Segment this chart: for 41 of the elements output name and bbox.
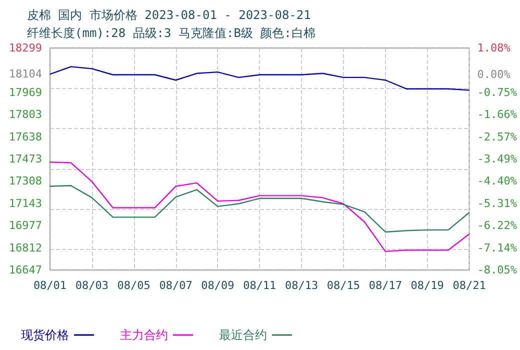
y-tick-label: 17143 bbox=[8, 196, 42, 210]
x-tick-label: 08/21 bbox=[452, 279, 486, 292]
y2-tick-label: -5.31% bbox=[477, 196, 518, 210]
y2-tick-label: -8.05% bbox=[477, 264, 518, 276]
legend-label: 主力合约 bbox=[120, 328, 168, 342]
y-tick-label: 18104 bbox=[8, 68, 42, 81]
y-tick-label: 17638 bbox=[8, 130, 42, 144]
x-tick-label: 08/07 bbox=[159, 279, 192, 292]
x-tick-label: 08/15 bbox=[326, 279, 360, 292]
y-tick-label: 16812 bbox=[8, 241, 42, 254]
x-tick-label: 08/09 bbox=[201, 279, 234, 292]
line-series bbox=[49, 66, 470, 91]
y2-tick-label: 0.00% bbox=[477, 68, 511, 81]
x-tick-label: 08/17 bbox=[368, 279, 402, 292]
x-tick-label: 08/05 bbox=[117, 279, 150, 292]
x-tick-label: 08/03 bbox=[75, 279, 108, 292]
y-tick-label: 17969 bbox=[8, 86, 42, 99]
x-tick-label: 08/19 bbox=[410, 279, 444, 292]
y2-tick-label: -3.49% bbox=[477, 152, 518, 166]
y2-tick-label: -2.57% bbox=[477, 130, 518, 144]
x-tick-label: 08/11 bbox=[243, 279, 276, 292]
chart-title: 皮棉 国内 市场价格 2023-08-01 - 2023-08-21 bbox=[27, 8, 311, 22]
y-tick-label: 17473 bbox=[8, 152, 42, 166]
y-tick-label: 17308 bbox=[8, 174, 42, 188]
line-series bbox=[49, 161, 470, 252]
line-series bbox=[49, 185, 470, 233]
y2-tick-label: -4.40% bbox=[477, 174, 518, 188]
y-tick-label: 18299 bbox=[8, 42, 42, 54]
legend-label: 最近合约 bbox=[219, 328, 267, 342]
y-tick-label: 16977 bbox=[8, 219, 42, 232]
y2-tick-label: -6.22% bbox=[477, 219, 518, 232]
y-tick-label: 17803 bbox=[8, 108, 42, 122]
y2-tick-label: -7.14% bbox=[477, 241, 518, 254]
x-tick-label: 08/01 bbox=[33, 279, 67, 292]
x-tick-label: 08/13 bbox=[284, 279, 318, 292]
chart-subtitle: 纤维长度(mm):28 品级:3 马克隆值:B级 颜色:白棉 bbox=[27, 26, 316, 40]
y2-tick-label: -0.75% bbox=[477, 86, 518, 99]
y2-tick-label: -1.66% bbox=[477, 108, 518, 122]
y-tick-label: 16647 bbox=[8, 264, 42, 276]
legend-label: 现货价格 bbox=[21, 328, 69, 342]
y2-tick-label: 1.08% bbox=[477, 42, 511, 54]
